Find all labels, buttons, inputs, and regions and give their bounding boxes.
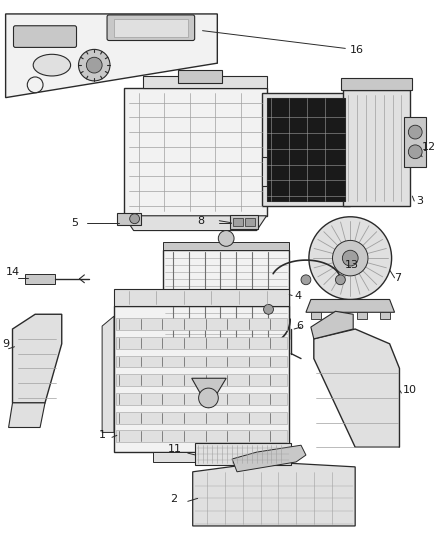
Polygon shape <box>192 378 226 408</box>
Polygon shape <box>114 289 289 306</box>
Polygon shape <box>357 312 367 319</box>
Bar <box>245 218 255 225</box>
Bar <box>233 218 243 225</box>
Polygon shape <box>116 393 287 405</box>
Polygon shape <box>193 462 355 526</box>
Polygon shape <box>261 93 350 206</box>
Polygon shape <box>341 78 412 90</box>
Bar <box>230 215 258 229</box>
Polygon shape <box>144 76 267 88</box>
Polygon shape <box>232 445 306 472</box>
Circle shape <box>301 275 311 285</box>
Polygon shape <box>102 316 114 432</box>
Text: 4: 4 <box>294 290 301 301</box>
Circle shape <box>336 275 345 285</box>
Circle shape <box>130 214 140 224</box>
Polygon shape <box>124 216 267 231</box>
Bar <box>194 443 291 465</box>
Circle shape <box>408 125 422 139</box>
Circle shape <box>408 145 422 159</box>
FancyBboxPatch shape <box>107 15 194 41</box>
Polygon shape <box>116 374 287 386</box>
Polygon shape <box>116 337 287 349</box>
Polygon shape <box>163 243 289 251</box>
Circle shape <box>78 50 110 81</box>
Text: 13: 13 <box>345 260 359 270</box>
FancyBboxPatch shape <box>14 26 77 47</box>
Polygon shape <box>267 98 345 201</box>
Polygon shape <box>6 14 217 98</box>
Circle shape <box>218 231 234 246</box>
Circle shape <box>86 57 102 73</box>
Polygon shape <box>380 312 390 319</box>
Text: 12: 12 <box>422 142 436 152</box>
Polygon shape <box>116 356 287 367</box>
Text: 1: 1 <box>99 430 106 440</box>
Polygon shape <box>114 306 289 452</box>
Polygon shape <box>116 411 287 424</box>
Text: 3: 3 <box>416 196 423 206</box>
Polygon shape <box>343 90 410 206</box>
Polygon shape <box>13 314 62 403</box>
Circle shape <box>309 217 392 300</box>
Polygon shape <box>333 312 343 319</box>
Polygon shape <box>404 117 426 166</box>
Text: 8: 8 <box>198 216 205 225</box>
Bar <box>114 19 188 37</box>
Circle shape <box>27 77 43 93</box>
Polygon shape <box>311 311 353 339</box>
Polygon shape <box>9 403 45 427</box>
Circle shape <box>332 240 368 276</box>
Polygon shape <box>314 329 399 447</box>
Text: 9: 9 <box>3 339 10 349</box>
Polygon shape <box>124 88 267 216</box>
Ellipse shape <box>33 54 71 76</box>
Text: 11: 11 <box>168 444 182 454</box>
Circle shape <box>198 388 218 408</box>
Text: 14: 14 <box>6 267 20 277</box>
Polygon shape <box>306 300 395 312</box>
Text: 10: 10 <box>403 385 417 395</box>
Polygon shape <box>261 157 267 186</box>
Polygon shape <box>116 318 287 330</box>
Polygon shape <box>153 452 202 462</box>
Polygon shape <box>311 312 321 319</box>
Polygon shape <box>178 70 222 83</box>
Text: 6: 6 <box>296 321 303 331</box>
Text: 16: 16 <box>350 45 364 55</box>
Text: 2: 2 <box>170 495 177 504</box>
Text: 7: 7 <box>395 273 402 283</box>
Bar <box>163 251 289 339</box>
Polygon shape <box>116 431 287 442</box>
Circle shape <box>343 251 358 266</box>
Bar <box>117 213 141 224</box>
Circle shape <box>264 304 273 314</box>
Bar <box>25 274 55 284</box>
Text: 5: 5 <box>71 217 78 228</box>
